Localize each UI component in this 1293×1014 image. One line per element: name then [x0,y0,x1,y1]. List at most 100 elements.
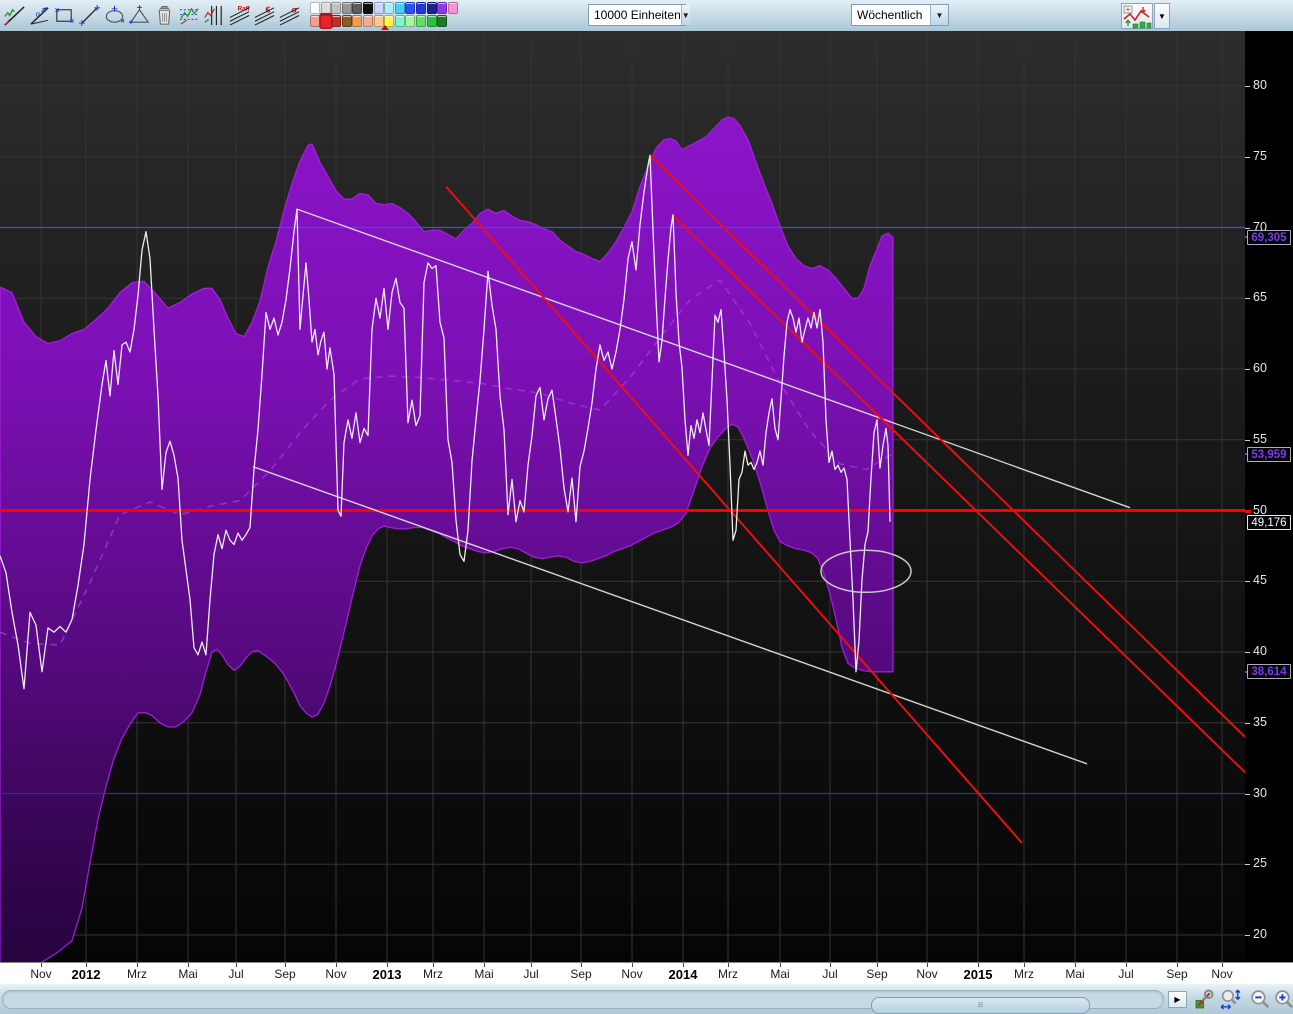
time-axis-label: Mai [178,967,198,981]
trendline-tool[interactable] [2,1,27,29]
color-swatch[interactable] [352,15,363,27]
axis-tick [1024,963,1025,967]
color-swatch[interactable] [341,15,352,27]
euro-channel-tool[interactable]: € [252,1,277,29]
axis-tick [830,963,831,967]
levels-tool-icon [179,6,200,25]
time-axis-label: Nov [1211,967,1233,981]
triangle-tool[interactable] [127,1,152,29]
angle-tool[interactable]: α [27,1,52,29]
axis-tick [484,963,485,967]
axis-tick [1245,298,1250,299]
scroll-right-button[interactable]: ▶ [1168,991,1187,1008]
chart-plot[interactable] [0,31,1245,962]
color-swatch-selected[interactable] [318,12,333,30]
axis-tick-label: 20 [1253,927,1267,941]
axis-tick [86,963,87,967]
vertical-lines-tool[interactable] [202,1,227,29]
color-palette [310,2,460,30]
period-dropdown-value: Wöchentlich [857,8,923,22]
bottom-navigation-bar: ≡ ▶ [0,984,1293,1014]
price-chart-canvas[interactable] [0,31,1245,962]
axis-tick [137,963,138,967]
color-swatch[interactable] [362,2,373,14]
time-axis-label: Jul [1118,967,1134,981]
color-swatch[interactable] [426,15,437,27]
rectangle-tool[interactable] [52,1,77,29]
time-axis[interactable]: Nov 2012 Mrz Mai Jul Sep Nov 2013 Mrz Mai Jul Sep No… [0,962,1293,985]
zoom-out-button[interactable] [1249,988,1272,1011]
color-swatch[interactable] [437,15,448,27]
color-swatch[interactable] [362,15,373,27]
time-axis-label: Nov [325,967,347,981]
axis-tick [632,963,633,967]
chart-type-dropdown-button[interactable]: ▼ [1154,3,1170,29]
units-dropdown[interactable]: 10000 Einheiten ▼ [588,4,690,26]
chart-settings-button[interactable] [1193,988,1216,1011]
axis-tick [927,963,928,967]
price-axis[interactable]: 80 75 70 65 60 55 50 45 40 35 30 25 20 69,305 53,959 49… [1245,31,1293,962]
period-dropdown[interactable]: Wöchentlich ▼ [851,4,949,26]
red-trendline[interactable] [671,214,1245,774]
svg-text:€: € [265,4,270,14]
color-swatch[interactable] [373,2,384,14]
time-axis-label: Nov [621,967,643,981]
volatility-band [0,116,894,962]
color-swatch[interactable] [426,2,437,14]
color-swatch[interactable] [394,15,405,27]
axis-tick [1245,86,1250,87]
drawing-tools-group: α Raff € σ [2,1,302,30]
axis-tick [683,963,684,967]
axis-tick [387,963,388,967]
color-swatch[interactable] [373,15,384,27]
color-swatch[interactable] [415,15,426,27]
red-trendline[interactable] [445,185,1023,844]
chart-scrollbar-thumb[interactable]: ≡ [871,997,1090,1014]
color-swatch[interactable] [384,15,395,27]
zoom-drag-button[interactable] [1219,988,1242,1011]
color-swatch[interactable] [331,2,342,14]
color-swatch[interactable] [447,2,458,14]
chevron-down-icon[interactable]: ▼ [680,5,690,25]
chart-type-button[interactable] [1121,3,1153,29]
color-swatch[interactable] [437,2,448,14]
red-line-axis-tick [1245,510,1251,513]
ellipse-tool[interactable] [102,1,127,29]
color-swatch[interactable] [415,2,426,14]
delete-tool[interactable] [152,1,177,29]
axis-tick [581,963,582,967]
euro-channel-tool-icon: € [254,4,275,26]
sigma-channel-tool[interactable]: σ [277,1,302,29]
color-swatch[interactable] [310,2,320,14]
time-axis-label: Mrz [127,967,147,981]
chart-settings-icon [1195,989,1214,1009]
time-axis-label: Jul [822,967,838,981]
chevron-down-icon[interactable]: ▼ [930,5,948,25]
ellipse-annotation[interactable] [820,549,912,594]
axis-tick [336,963,337,967]
color-swatch[interactable] [341,2,352,14]
chart-scrollbar-track[interactable]: ≡ [2,990,1164,1014]
color-swatch[interactable] [394,2,405,14]
axis-tick [780,963,781,967]
axis-tick [1245,440,1250,441]
color-swatch[interactable] [405,15,416,27]
axis-tick [728,963,729,967]
axis-tick [531,963,532,967]
band-value-tag: 69,305 [1247,230,1291,245]
axis-tick [1245,723,1250,724]
color-swatch[interactable] [405,2,416,14]
sigma-channel-tool-icon: σ [279,4,300,26]
zoom-in-button[interactable] [1273,988,1293,1011]
levels-tool[interactable] [177,1,202,29]
color-swatch[interactable] [352,2,363,14]
color-swatch[interactable] [384,2,395,14]
white-trendline[interactable] [252,465,1088,765]
selected-color-marker [381,25,389,30]
raff-channel-tool[interactable]: Raff [227,1,252,29]
ray-tool[interactable] [77,1,102,29]
angle-tool-icon: α [30,6,49,25]
time-axis-label: Sep [866,967,888,981]
red-trendline[interactable] [649,154,1245,738]
units-dropdown-value: 10000 Einheiten [594,8,681,22]
